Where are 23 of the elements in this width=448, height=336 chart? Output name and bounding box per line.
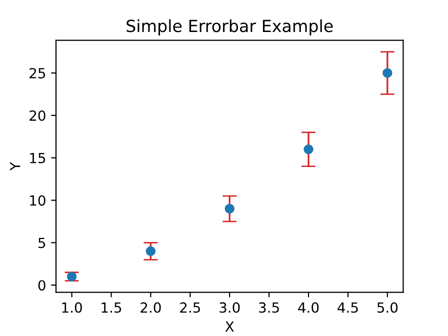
x-tick-label: 4.0 xyxy=(298,302,319,313)
y-tick-label: 10 xyxy=(30,195,46,206)
x-tick-label: 1.0 xyxy=(62,302,82,313)
y-tick-label: 0 xyxy=(38,280,46,291)
y-tick-label: 5 xyxy=(38,238,46,248)
point xyxy=(224,204,234,214)
x-tick-label: 4.5 xyxy=(338,302,358,313)
y-tick-label: 15 xyxy=(30,152,46,164)
point xyxy=(304,144,314,154)
x-axis-title: X xyxy=(225,321,234,332)
x-tick-label: 5.0 xyxy=(377,302,398,313)
x-tick-label: 1.5 xyxy=(102,302,122,313)
y-tick-label: 20 xyxy=(30,110,46,121)
x-tick-label: 2.0 xyxy=(140,302,161,313)
y-axis-title: Y xyxy=(10,162,20,171)
point xyxy=(66,272,77,282)
x-tick-label: 3.5 xyxy=(259,302,279,313)
point xyxy=(382,68,392,78)
point xyxy=(146,246,156,256)
x-tick-label: 3.0 xyxy=(220,302,240,313)
chart-title: Simple Errorbar Example xyxy=(126,19,333,36)
y-tick-label: 25 xyxy=(30,68,46,78)
x-tick-label: 2.5 xyxy=(180,302,200,313)
